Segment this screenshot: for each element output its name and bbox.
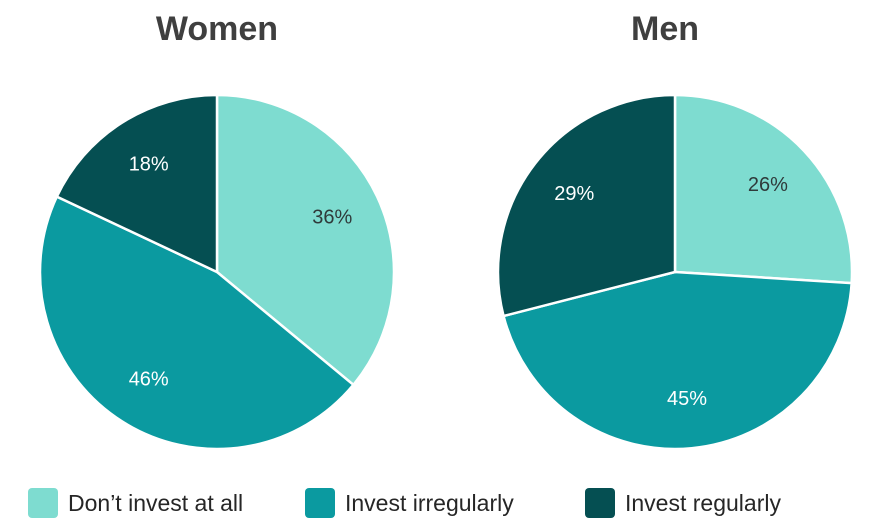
women-slice-invest-irregularly — [38, 194, 356, 451]
men-slice-invest-regularly — [496, 93, 677, 318]
men-chart-title: Men — [631, 10, 699, 48]
men-label-invest-irregularly: 45% — [667, 388, 707, 410]
legend-item-dont-invest: Don’t invest at all — [28, 488, 243, 518]
women-label-invest-regularly: 18% — [129, 153, 169, 175]
legend-item-invest-irregularly: Invest irregularly — [305, 488, 514, 518]
women-slice-dont-invest — [215, 93, 396, 387]
chart-legend: Don’t invest at all Invest irregularly I… — [20, 488, 880, 524]
women-label-invest-irregularly: 46% — [129, 369, 169, 391]
legend-label-invest-regularly: Invest regularly — [625, 489, 781, 516]
pie-charts: 36% 46% 18% 26% 45% 29% — [38, 93, 854, 451]
legend-label-invest-irregularly: Invest irregularly — [345, 489, 514, 516]
men-label-invest-regularly: 29% — [554, 183, 594, 205]
legend-label-dont-invest: Don’t invest at all — [68, 489, 244, 516]
men-slice-dont-invest — [673, 93, 854, 285]
legend-swatch-invest-irregularly — [305, 488, 335, 518]
legend-swatch-dont-invest — [28, 488, 58, 518]
women-label-dont-invest: 36% — [312, 207, 352, 229]
legend-swatch-invest-regularly — [585, 488, 615, 518]
legend-item-invest-regularly: Invest regularly — [585, 488, 781, 518]
men-slice-invest-irregularly — [502, 270, 853, 451]
women-chart-title: Women — [155, 10, 279, 48]
men-label-dont-invest: 26% — [748, 174, 788, 196]
women-slice-invest-regularly — [55, 93, 219, 274]
